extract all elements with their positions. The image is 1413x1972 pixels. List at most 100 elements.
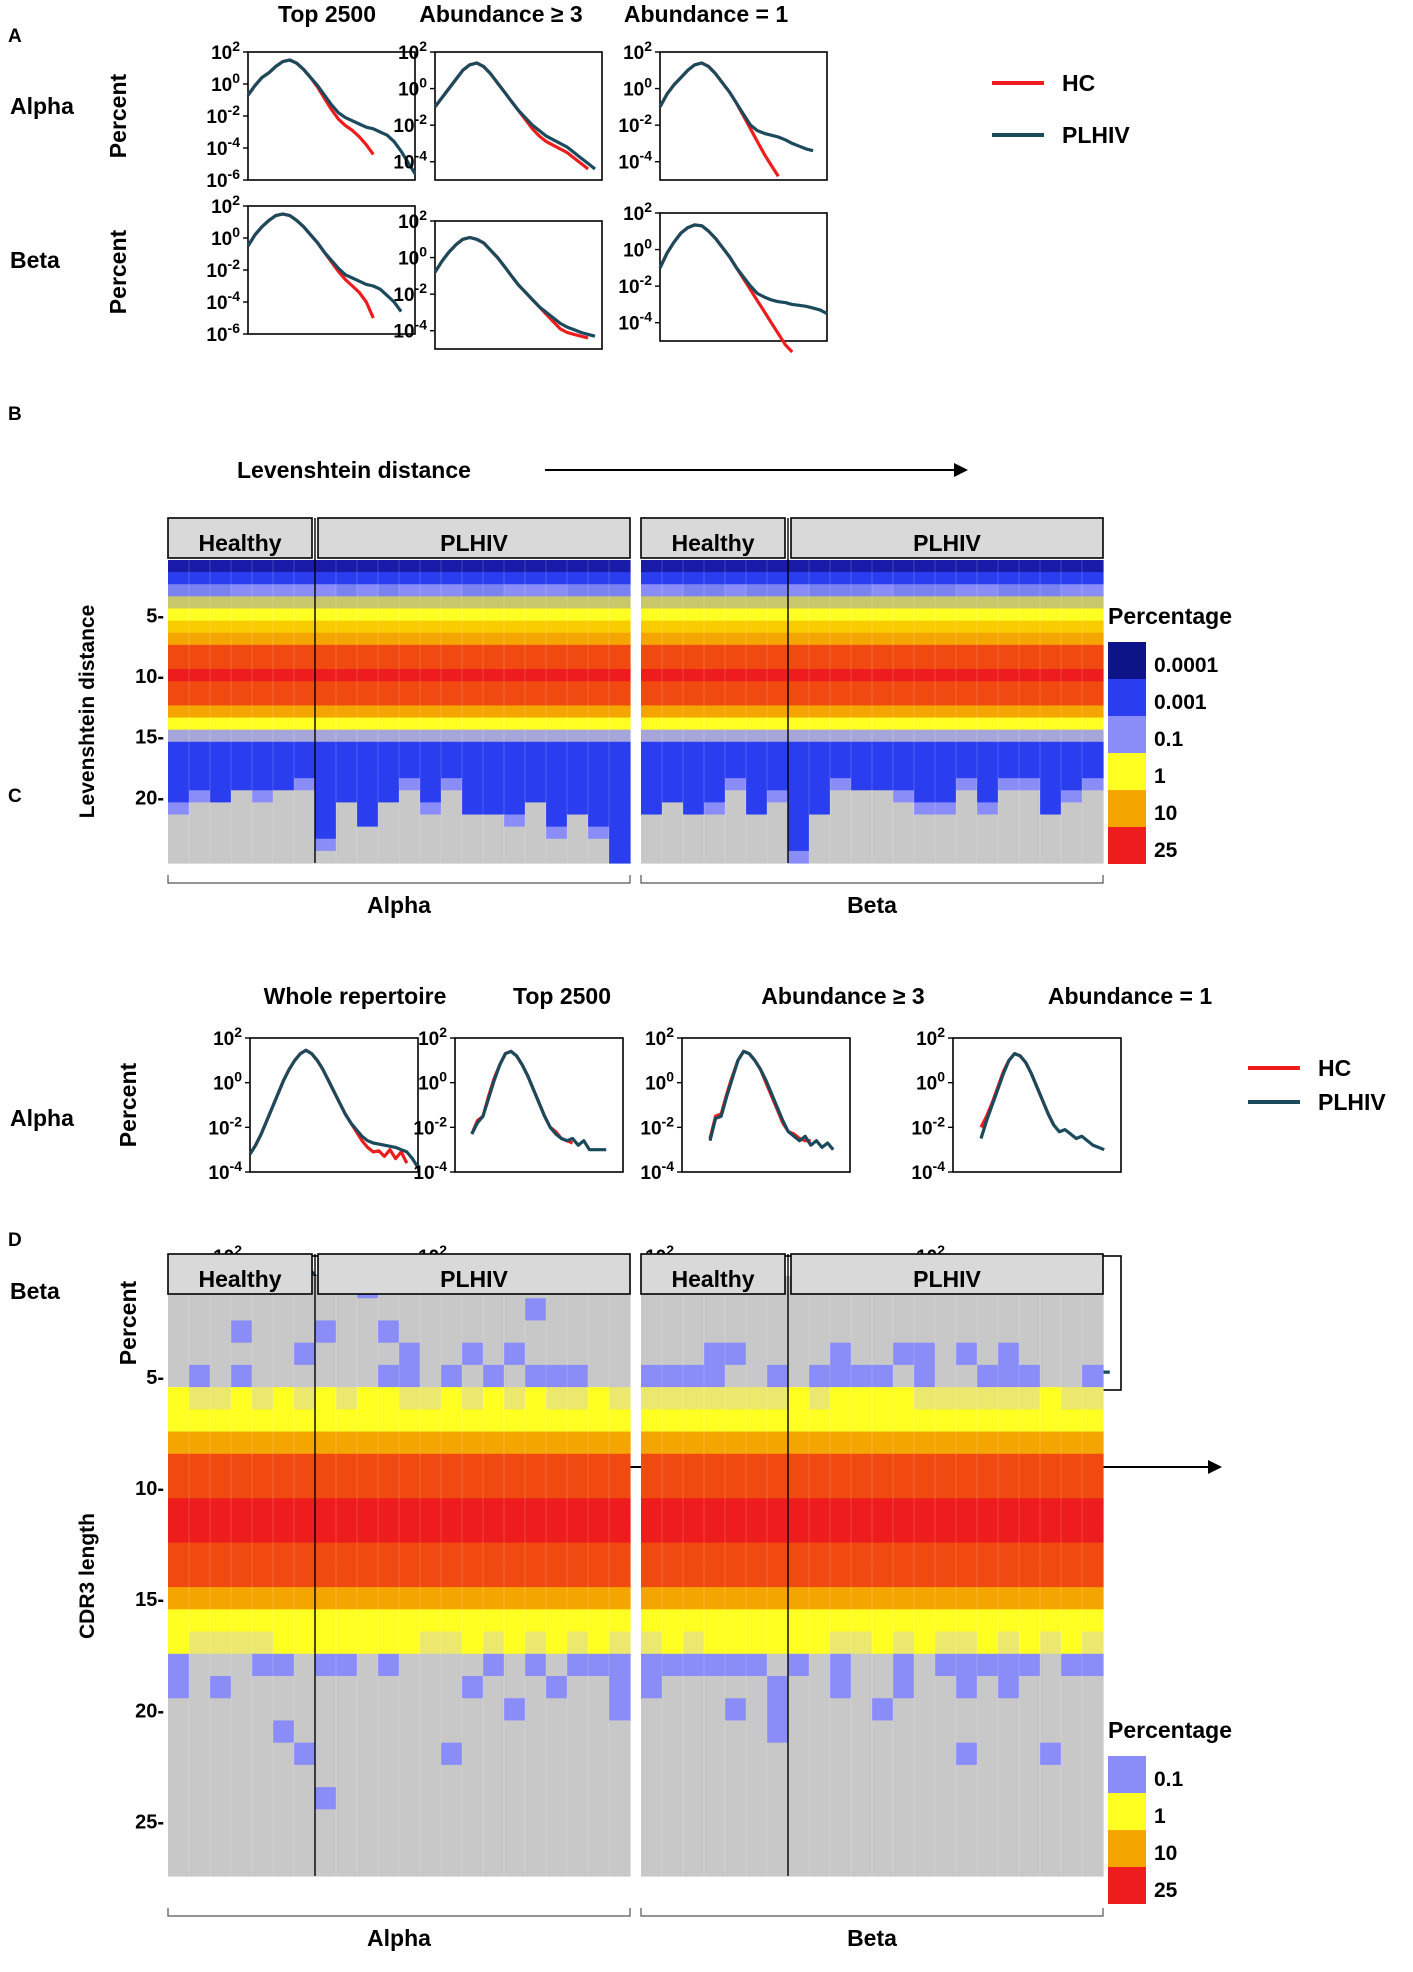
heat-cell <box>809 1698 831 1722</box>
heat-cell <box>483 1431 505 1455</box>
heat-cell <box>609 1809 631 1833</box>
heat-cell <box>830 1453 852 1477</box>
y-tick-label: 10- <box>135 1478 164 1500</box>
heat-cell <box>315 1853 337 1877</box>
heat-cell <box>1040 1564 1062 1588</box>
y-tick-label: 102 <box>623 199 652 225</box>
heat-cell <box>956 1476 978 1499</box>
heat-cell <box>1040 717 1062 731</box>
heat-cell <box>893 1853 915 1877</box>
heat-cell <box>956 1787 978 1810</box>
heat-cell <box>441 572 463 585</box>
heat-cell <box>683 608 705 622</box>
group-label: Alpha <box>367 1925 431 1951</box>
heat-cell <box>662 669 684 682</box>
heat-cell <box>210 644 232 658</box>
heat-cell <box>788 1720 810 1744</box>
heat-cell <box>851 681 873 694</box>
heat-cell <box>893 596 915 610</box>
heat-cell <box>662 1520 684 1544</box>
heat-cell <box>294 693 316 707</box>
heat-cell <box>1082 1409 1104 1433</box>
heat-cell <box>1019 850 1041 864</box>
heat-cell <box>767 814 789 828</box>
heat-cell <box>809 1631 831 1655</box>
heat-cell <box>662 1320 684 1344</box>
heat-cell <box>893 560 915 573</box>
heat-cell <box>809 1542 831 1566</box>
heat-cell <box>998 838 1020 852</box>
heat-cell <box>704 1453 726 1477</box>
y-tick-label: 102 <box>916 1024 945 1050</box>
header-box-healthy <box>640 1253 786 1295</box>
heat-cell <box>935 1764 957 1788</box>
heat-cell <box>189 729 211 743</box>
plot-frame <box>247 205 416 335</box>
heat-cell <box>357 1653 379 1677</box>
heat-cell <box>767 1742 789 1766</box>
heat-cell <box>420 1453 442 1477</box>
heat-cell <box>588 596 610 610</box>
y-tick-label: 10-2 <box>393 111 427 137</box>
heat-cell <box>378 1476 400 1499</box>
heat-cell <box>704 656 726 670</box>
heat-cell <box>1019 717 1041 731</box>
heat-cell <box>788 814 810 828</box>
heat-cell <box>851 608 873 622</box>
heat-cell <box>998 560 1020 573</box>
heat-cell <box>851 1631 873 1655</box>
legend-title: Percentage <box>1108 603 1232 629</box>
heat-cell <box>483 644 505 658</box>
heat-cell <box>935 608 957 622</box>
heat-cell <box>1019 584 1041 597</box>
heat-cell <box>546 790 568 803</box>
heat-cell <box>641 1631 663 1655</box>
heat-cell <box>998 1320 1020 1344</box>
heat-cell <box>273 1520 295 1544</box>
heat-cell <box>315 608 337 622</box>
heat-cell <box>746 608 768 622</box>
heat-cell <box>441 1787 463 1810</box>
heat-cell <box>956 1742 978 1766</box>
heat-cell <box>1040 838 1062 852</box>
heat-cell <box>462 560 484 573</box>
heat-cell <box>1082 814 1104 828</box>
heat-cell <box>609 741 631 755</box>
heat-cell <box>872 850 894 864</box>
heat-cell <box>893 1387 915 1410</box>
heat-cell <box>504 1764 526 1788</box>
heat-cell <box>399 838 421 852</box>
heat-cell <box>399 1764 421 1788</box>
heat-cell <box>294 1542 316 1566</box>
heat-cell <box>1082 1587 1104 1610</box>
heat-cell <box>1040 608 1062 622</box>
heat-cell <box>525 790 547 803</box>
heat-cell <box>683 1298 705 1322</box>
heat-cell <box>893 1564 915 1588</box>
header-box-plhiv <box>790 517 1104 559</box>
heat-cell <box>336 741 358 755</box>
heat-cell <box>546 1787 568 1810</box>
heat-cell <box>210 669 232 682</box>
heat-cell <box>483 669 505 682</box>
heat-cell <box>399 644 421 658</box>
heat-cell <box>1040 693 1062 707</box>
heat-cell <box>872 814 894 828</box>
heat-cell <box>231 693 253 707</box>
heat-cell <box>767 693 789 707</box>
heat-cell <box>588 1742 610 1766</box>
heat-cell <box>357 1787 379 1810</box>
heat-cell <box>1019 656 1041 670</box>
heat-cell <box>168 1298 190 1322</box>
heat-cell <box>336 1498 358 1522</box>
heat-cell <box>567 838 589 852</box>
legend-label-hc: HC <box>1062 70 1095 96</box>
heat-cell <box>420 1853 442 1877</box>
heat-cell <box>725 632 747 646</box>
heat-cell <box>1019 1564 1041 1588</box>
series-line-hc <box>979 1051 1056 1129</box>
heat-cell <box>294 1631 316 1655</box>
heat-cell <box>893 693 915 707</box>
heat-cell <box>1082 729 1104 743</box>
